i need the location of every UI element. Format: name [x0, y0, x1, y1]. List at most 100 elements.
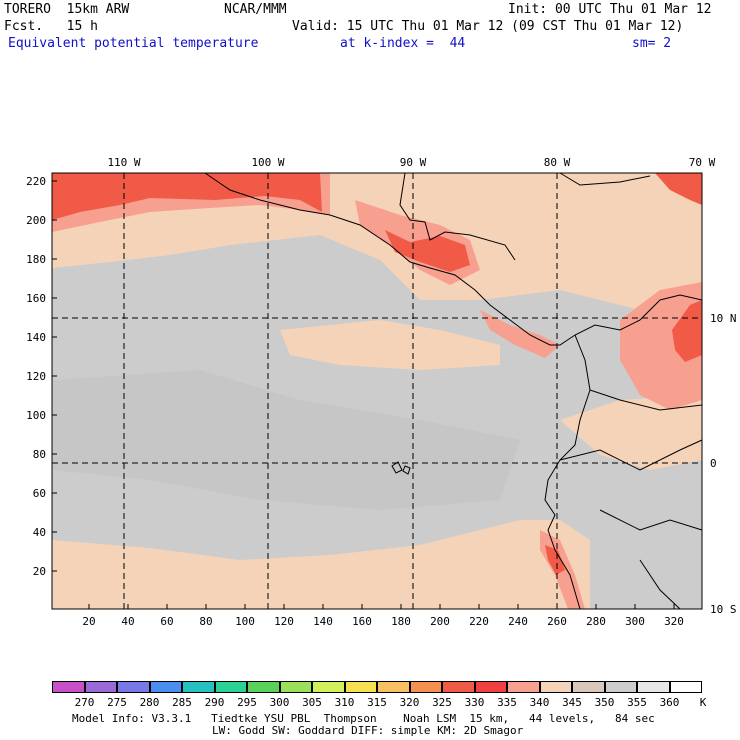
colorbar-swatch	[84, 681, 117, 693]
x-tick-label: 80	[199, 615, 212, 628]
forecast-hour: Fcst. 15 h	[4, 19, 98, 34]
y-tick-label: 100	[26, 409, 46, 422]
x-tick-label: 200	[430, 615, 450, 628]
field-red-ne	[672, 300, 702, 362]
field-name: Equivalent potential temperature	[8, 36, 259, 51]
y-tick-label: 160	[26, 292, 46, 305]
colorbar-label: 270	[74, 696, 95, 709]
colorbar-swatch	[377, 681, 410, 693]
map-figure: 110 W 100 W 90 W 80 W 70 W 10 N 0 10 S 220 200 180…	[26, 156, 736, 628]
y-tick-label: 80	[33, 448, 46, 461]
center-label: NCAR/MMM	[224, 2, 287, 17]
y-tick-label: 60	[33, 487, 46, 500]
longitude-label: 90 W	[400, 156, 427, 169]
x-tick-label: 220	[469, 615, 489, 628]
colorbar-swatch	[312, 681, 345, 693]
colorbar-label: 295	[237, 696, 257, 709]
field-red-central	[385, 230, 470, 272]
latitude-label: 10 S	[710, 603, 737, 616]
colorbar-swatch	[474, 681, 507, 693]
colorbar-swatch	[669, 681, 702, 693]
footer-model-info: Model Info: V3.3.1 Tiedtke YSU PBL Thomp…	[72, 712, 655, 725]
colorbar-swatch	[637, 681, 670, 693]
x-tick-label: 20	[82, 615, 95, 628]
field-red-caribbean	[655, 173, 702, 205]
colorbar-label: 335	[497, 696, 517, 709]
colorbar-label: 355	[627, 696, 647, 709]
field-pink-panama	[480, 310, 560, 358]
y-tick-label: 140	[26, 331, 46, 344]
init-time: Init: 00 UTC Thu 01 Mar 12	[508, 2, 712, 17]
longitude-label: 80 W	[544, 156, 571, 169]
colorbar-swatch	[344, 681, 377, 693]
latitude-label: 10 N	[710, 312, 737, 325]
colorbar-swatch	[117, 681, 150, 693]
field-band-mid	[280, 320, 500, 370]
colorbar-swatch	[182, 681, 215, 693]
colorbar-label: 305	[302, 696, 322, 709]
colorbar-label: 315	[367, 696, 387, 709]
smoothing-label: sm= 2	[632, 36, 672, 51]
colorbar-label: 300	[269, 696, 290, 709]
plot-frame	[51, 172, 703, 610]
longitude-label: 110 W	[107, 156, 140, 169]
level-label: at k-index = 44	[340, 36, 466, 51]
y-tick-label: 200	[26, 214, 46, 227]
footer-physics: LW: Godd SW: Goddard DIFF: simple KM: 2D…	[212, 724, 524, 737]
latitude-label: 0	[710, 457, 717, 470]
colorbar-unit: K	[699, 696, 707, 709]
y-tick-label: 180	[26, 253, 46, 266]
colorbar-label: 325	[432, 696, 452, 709]
colorbar-swatch	[442, 681, 475, 693]
coastlines	[204, 172, 703, 610]
valid-time: Valid: 15 UTC Thu 01 Mar 12 (09 CST Thu …	[292, 19, 684, 34]
colorbar-swatch	[572, 681, 605, 693]
field-grey-zone	[52, 370, 520, 510]
y-tick-label: 40	[33, 526, 46, 539]
longitude-label: 100 W	[251, 156, 284, 169]
colorbar-swatch	[279, 681, 312, 693]
field-red-nw	[52, 173, 322, 220]
colorbar-label: 285	[172, 696, 192, 709]
colorbar-label: 280	[139, 696, 160, 709]
axis-labels: 110 W 100 W 90 W 80 W 70 W 10 N 0 10 S 220 200 180…	[26, 156, 736, 628]
colorbar-label: 275	[107, 696, 127, 709]
colorbar-label: 360	[659, 696, 680, 709]
colorbar-swatch	[604, 681, 637, 693]
x-tick-label: 60	[160, 615, 173, 628]
colorbar-swatch	[52, 681, 85, 693]
x-tick-label: 180	[391, 615, 411, 628]
model-title: TORERO 15km ARW	[4, 2, 130, 17]
colorbar-swatch	[149, 681, 182, 693]
x-tick-label: 100	[235, 615, 255, 628]
colorbar-swatch	[409, 681, 442, 693]
colorbar-swatch	[539, 681, 572, 693]
colorbar-label: 330	[464, 696, 485, 709]
x-tick-label: 240	[508, 615, 528, 628]
y-tick-label: 20	[33, 565, 46, 578]
x-tick-label: 160	[352, 615, 372, 628]
field-pink-ne	[620, 282, 702, 410]
x-tick-label: 120	[274, 615, 294, 628]
x-tick-label: 300	[625, 615, 645, 628]
graticule	[52, 173, 702, 609]
x-tick-label: 260	[547, 615, 567, 628]
colorbar-swatch	[507, 681, 540, 693]
colorbar-label: 345	[562, 696, 582, 709]
colorbar-label: 320	[399, 696, 420, 709]
field-band-south	[52, 520, 590, 609]
field-band-east	[560, 395, 702, 470]
axis-ticks	[52, 180, 675, 609]
field-red-coast	[545, 545, 565, 575]
longitude-label: 70 W	[689, 156, 716, 169]
y-tick-label: 220	[26, 175, 46, 188]
colorbar-label: 340	[529, 696, 550, 709]
colorbar-swatch	[214, 681, 247, 693]
colorbar-swatch	[247, 681, 280, 693]
x-tick-label: 280	[586, 615, 606, 628]
colorbar-label: 310	[334, 696, 355, 709]
x-tick-label: 320	[664, 615, 684, 628]
colorbar-label: 290	[204, 696, 225, 709]
colorbar-label: 350	[594, 696, 615, 709]
x-tick-label: 140	[313, 615, 333, 628]
